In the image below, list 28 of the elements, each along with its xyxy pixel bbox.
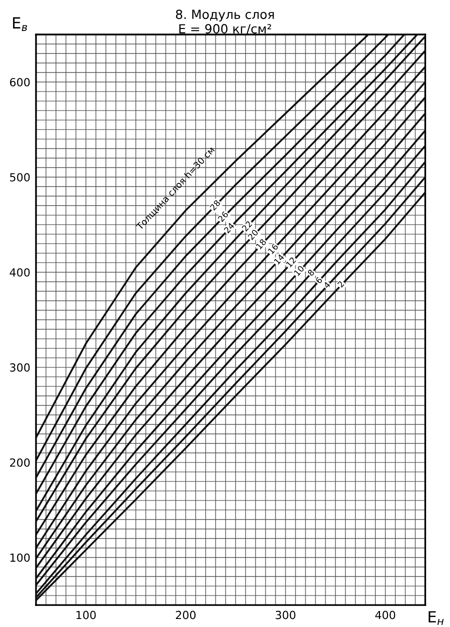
x-tick-label: 200 <box>176 610 196 620</box>
y-tick-label: 500 <box>10 173 30 182</box>
annotation: 20 <box>248 229 259 240</box>
annotation: 8 <box>307 269 315 276</box>
y-tick-label: 600 <box>10 78 30 86</box>
annotation: 4 <box>323 281 331 289</box>
chart-subtitle: E = 900 кг/см² <box>179 24 272 34</box>
x-tick-label: 400 <box>375 610 396 620</box>
annotation: 28 <box>210 200 221 211</box>
y-axis-title: E$_{в}$ <box>13 17 28 31</box>
annotation: 26 <box>218 210 229 222</box>
chart-title: 8. Модуль слоя <box>176 10 274 22</box>
y-tick-label: 100 <box>10 553 30 562</box>
y-tick-label: 200 <box>10 458 30 467</box>
x-axis-title: E$_{н}$ <box>428 611 444 625</box>
x-tick-label: 300 <box>276 610 296 620</box>
annotation: 10 <box>294 265 304 276</box>
annotation: 2 <box>337 280 344 288</box>
x-tick-label: 100 <box>76 610 96 620</box>
annotation: 14 <box>274 254 284 265</box>
y-tick-label: 400 <box>10 268 30 277</box>
annotation: 18 <box>256 238 267 250</box>
annotation: 22 <box>242 220 252 232</box>
annotation: 24 <box>224 222 235 234</box>
annotation: 6 <box>315 276 323 284</box>
annotation: 16 <box>268 243 279 254</box>
y-tick-label: 300 <box>10 363 30 372</box>
annotation: 12 <box>286 256 296 268</box>
